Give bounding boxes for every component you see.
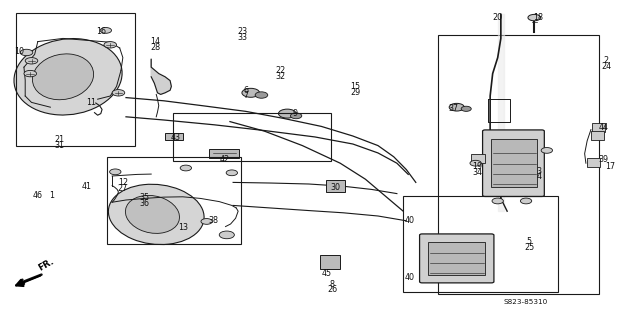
- Ellipse shape: [14, 39, 122, 115]
- Ellipse shape: [125, 196, 180, 233]
- Bar: [471, 154, 485, 163]
- Text: 42: 42: [219, 156, 229, 164]
- Text: 33: 33: [238, 33, 248, 42]
- Text: S823-85310: S823-85310: [504, 300, 548, 305]
- Text: 4: 4: [536, 172, 541, 181]
- Text: 1: 1: [49, 191, 54, 200]
- Text: 23: 23: [238, 28, 248, 36]
- Text: 7: 7: [243, 92, 248, 100]
- Bar: [438, 35, 598, 294]
- Bar: [320, 255, 340, 269]
- Text: 43: 43: [170, 133, 180, 142]
- FancyBboxPatch shape: [420, 234, 494, 283]
- Text: 26: 26: [327, 285, 337, 294]
- Circle shape: [201, 219, 212, 224]
- Bar: [587, 158, 600, 167]
- Text: 30: 30: [331, 183, 341, 192]
- Text: 32: 32: [275, 72, 285, 81]
- Circle shape: [25, 58, 38, 64]
- Text: FR.: FR.: [37, 257, 55, 273]
- Text: 2: 2: [604, 56, 609, 65]
- Text: 5: 5: [527, 237, 532, 246]
- FancyBboxPatch shape: [483, 130, 544, 196]
- Circle shape: [528, 14, 541, 21]
- Circle shape: [541, 148, 553, 153]
- Circle shape: [520, 198, 532, 204]
- Text: 19: 19: [472, 162, 483, 171]
- Text: 40: 40: [404, 216, 415, 225]
- Circle shape: [470, 160, 481, 166]
- Text: 21: 21: [55, 135, 65, 144]
- Circle shape: [219, 231, 234, 239]
- Text: 29: 29: [350, 88, 360, 97]
- Text: 9: 9: [292, 109, 297, 118]
- Bar: [107, 157, 241, 244]
- Circle shape: [104, 42, 117, 48]
- Bar: [428, 242, 485, 275]
- Bar: [209, 149, 239, 158]
- Bar: [591, 131, 604, 140]
- Text: 8: 8: [329, 280, 335, 289]
- Circle shape: [290, 113, 302, 119]
- Text: 46: 46: [33, 191, 43, 200]
- Circle shape: [255, 92, 268, 98]
- Text: 6: 6: [243, 86, 248, 95]
- Text: 39: 39: [598, 156, 609, 164]
- Text: 28: 28: [151, 44, 161, 52]
- Bar: [592, 123, 605, 132]
- Circle shape: [226, 170, 238, 176]
- Text: 38: 38: [208, 216, 218, 225]
- Text: 17: 17: [605, 162, 615, 171]
- Text: 3: 3: [536, 167, 541, 176]
- Circle shape: [112, 90, 125, 96]
- Text: 44: 44: [598, 124, 609, 132]
- Text: 36: 36: [140, 199, 150, 208]
- Circle shape: [110, 169, 121, 175]
- Text: 18: 18: [534, 13, 544, 22]
- Text: 16: 16: [96, 28, 106, 36]
- Circle shape: [242, 88, 260, 97]
- Bar: [326, 180, 345, 192]
- Bar: [16, 13, 135, 146]
- Circle shape: [461, 106, 471, 111]
- Circle shape: [180, 165, 192, 171]
- Text: 31: 31: [55, 141, 65, 150]
- Text: 11: 11: [86, 98, 96, 107]
- Bar: [165, 133, 183, 140]
- Circle shape: [20, 49, 33, 56]
- Text: 14: 14: [151, 37, 161, 46]
- Text: 45: 45: [321, 269, 331, 278]
- Text: 15: 15: [350, 82, 360, 91]
- Text: 34: 34: [472, 168, 483, 177]
- Circle shape: [449, 103, 464, 111]
- Text: 41: 41: [82, 182, 92, 191]
- Circle shape: [100, 28, 112, 33]
- Text: 20: 20: [493, 13, 503, 22]
- Text: 37: 37: [449, 104, 459, 113]
- Text: 25: 25: [524, 243, 534, 252]
- Ellipse shape: [108, 184, 204, 244]
- Bar: [403, 196, 558, 292]
- Ellipse shape: [32, 54, 94, 100]
- Text: 27: 27: [118, 184, 128, 193]
- Text: 22: 22: [275, 66, 285, 75]
- Circle shape: [278, 109, 296, 118]
- Circle shape: [492, 198, 503, 204]
- Text: 13: 13: [178, 223, 188, 232]
- Text: 40: 40: [404, 273, 415, 282]
- Polygon shape: [151, 59, 171, 94]
- Bar: [491, 139, 537, 187]
- Text: 10: 10: [14, 47, 24, 56]
- Text: 12: 12: [118, 178, 128, 187]
- Bar: [173, 113, 331, 161]
- Circle shape: [24, 70, 37, 77]
- Text: 24: 24: [601, 62, 611, 71]
- Text: 35: 35: [140, 193, 150, 202]
